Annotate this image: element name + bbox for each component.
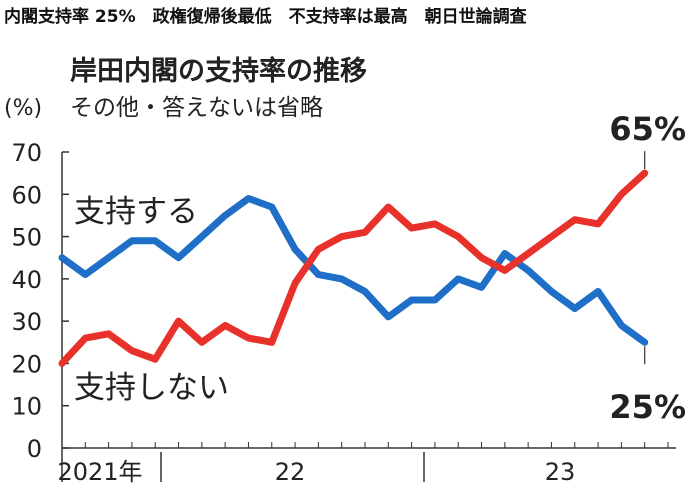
series-layer	[58, 169, 649, 367]
end-value-label: 25%	[609, 388, 686, 426]
series-line-disapprove	[58, 169, 649, 367]
x-period-label: 22	[275, 458, 306, 486]
axes	[61, 152, 676, 482]
y-tick-label: 20	[11, 350, 42, 378]
series-name-label: 支持しない	[74, 370, 229, 406]
end-value-label: 65%	[609, 110, 686, 148]
y-axis-unit: (%)	[4, 96, 42, 121]
y-tick-label: 30	[11, 308, 42, 336]
y-tick-label: 0	[27, 435, 42, 463]
y-tick-label: 50	[11, 224, 42, 252]
y-axis: 0 10 20 30 40 50 60 70	[11, 139, 69, 463]
x-axis: 2021年 22 23	[57, 458, 575, 486]
series-line-approve	[58, 195, 649, 346]
y-tick-label: 60	[11, 181, 42, 209]
x-period-label: 2021年	[57, 458, 142, 486]
chart-title: 岸田内閣の支持率の推移	[70, 55, 367, 87]
y-tick-label: 40	[11, 266, 42, 294]
y-tick-label: 70	[11, 139, 42, 167]
y-tick-label: 10	[11, 393, 42, 421]
chart-subtitle: その他・答えないは省略	[70, 95, 323, 121]
series-name-label: 支持する	[74, 194, 198, 230]
headline: 内閣支持率 25% 政権復帰後最低 不支持率は最高 朝日世論調査	[4, 7, 527, 27]
x-period-label: 23	[545, 458, 576, 486]
